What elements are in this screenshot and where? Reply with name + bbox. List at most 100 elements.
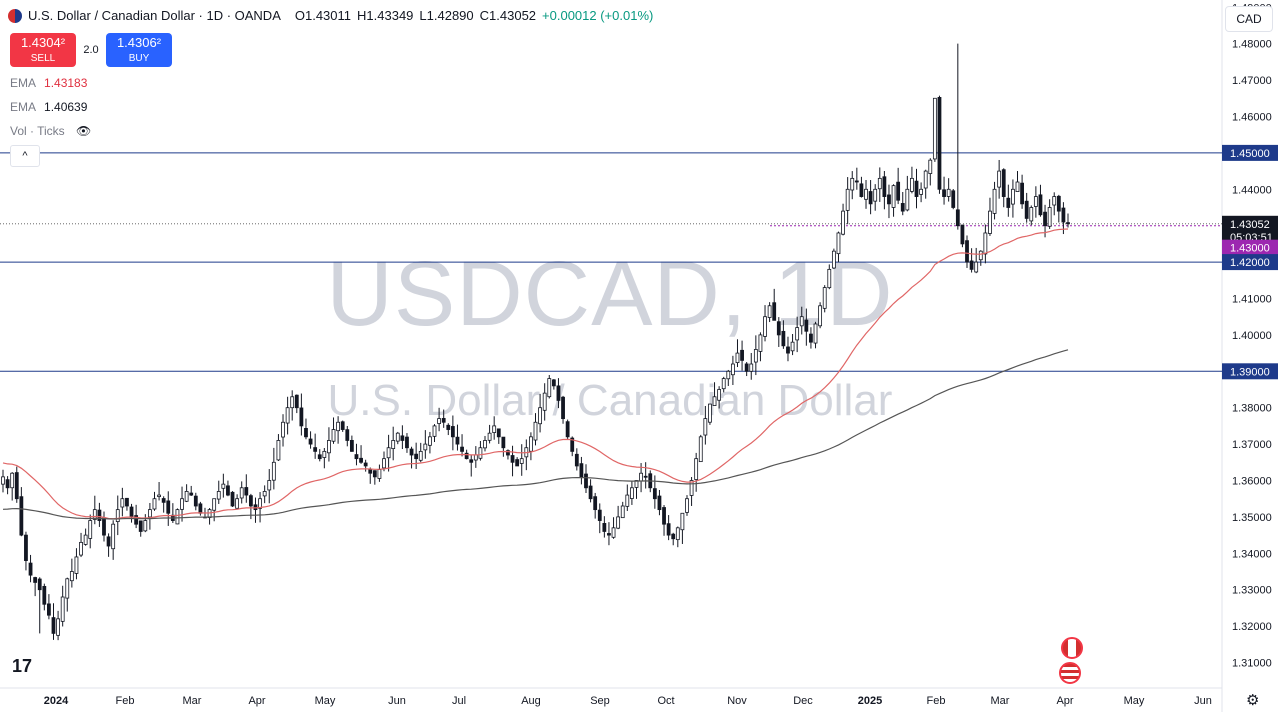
candle-body — [33, 577, 38, 583]
price-tag-hline — [1222, 254, 1278, 271]
candle-body — [965, 240, 969, 263]
candle-body — [294, 394, 299, 409]
candle-body — [345, 429, 350, 441]
candle-body — [570, 437, 575, 452]
volume-legend[interactable]: Vol · Ticks 👁︎ — [10, 124, 91, 138]
candle-body — [891, 185, 896, 208]
price-tag-label: 1.42000 — [1230, 257, 1270, 269]
candle-body — [271, 461, 276, 481]
candle-body — [836, 232, 841, 255]
us-event-icon[interactable] — [1059, 662, 1081, 684]
price-tag-hline — [1222, 363, 1278, 380]
symbol-name[interactable]: U.S. Dollar / Canadian Dollar · 1D · OAN… — [28, 8, 281, 23]
eye-hidden-icon[interactable]: 👁︎ — [76, 124, 92, 138]
candle-body — [299, 407, 304, 427]
time-tick-label: Sep — [590, 695, 610, 707]
candle-body — [708, 403, 712, 423]
candle-body — [730, 363, 735, 376]
candle-body — [221, 483, 226, 489]
candle-body — [239, 487, 244, 499]
candle-body — [919, 188, 924, 195]
candle-body — [180, 498, 184, 510]
candle-body — [887, 194, 891, 205]
candle-body — [267, 480, 272, 491]
candle-body — [896, 181, 901, 201]
candle-body — [10, 472, 15, 489]
candle-body — [496, 428, 501, 438]
candle-body — [157, 494, 161, 497]
candle-body — [997, 170, 1002, 188]
collapse-legend-button[interactable]: ^ — [10, 145, 40, 167]
ema-slow-legend[interactable]: EMA 1.40639 — [10, 100, 87, 114]
candle-body — [5, 479, 10, 489]
sell-price: 1.4304² — [20, 35, 66, 50]
candle-body — [992, 188, 997, 214]
candle-body — [515, 459, 520, 467]
candle-body — [290, 396, 295, 409]
currency-selector[interactable]: CAD — [1225, 6, 1273, 32]
candle-body — [574, 453, 579, 467]
buy-price: 1.4306² — [116, 35, 162, 50]
candle-body — [946, 188, 951, 197]
candle-body — [400, 435, 405, 441]
candle-body — [1052, 196, 1057, 206]
time-tick-label: Apr — [1056, 695, 1073, 707]
candle-body — [1011, 188, 1015, 205]
candle-body — [152, 498, 157, 510]
candle-body — [652, 488, 657, 500]
candle-body — [134, 515, 139, 525]
close-value: 1.43052 — [489, 8, 537, 23]
candle-body — [1033, 196, 1038, 207]
ema-fast-legend[interactable]: EMA 1.43183 — [10, 76, 87, 90]
candle-body — [859, 183, 864, 197]
candle-body — [937, 97, 942, 190]
candle-body — [207, 509, 212, 519]
candle-body — [804, 319, 809, 332]
tradingview-logo[interactable]: 17 — [12, 656, 33, 676]
candle-body — [120, 498, 125, 508]
candle-body — [161, 498, 166, 503]
candle-body — [106, 536, 111, 547]
time-tick-label: Jun — [1194, 695, 1212, 707]
sell-button[interactable]: 1.4304² SELL — [10, 33, 76, 67]
candle-body — [262, 491, 267, 497]
sell-label: SELL — [30, 53, 56, 64]
candle-body — [781, 330, 786, 347]
candle-body — [850, 177, 855, 191]
candle-body — [932, 97, 937, 160]
candle-body — [331, 429, 336, 442]
price-tick-label: 1.37000 — [1232, 439, 1272, 451]
candle-body — [455, 436, 460, 445]
candle-body — [88, 520, 93, 539]
ema-slow-value: 1.40639 — [44, 100, 88, 114]
watermark-subtitle: U.S. Dollar / Canadian Dollar — [327, 376, 893, 425]
candle-body — [735, 352, 740, 364]
candle-body — [565, 421, 570, 438]
candle-body — [111, 523, 116, 550]
time-tick-label: Jul — [452, 695, 466, 707]
candle-body — [336, 421, 341, 432]
candle-body — [625, 494, 630, 507]
canada-event-icon[interactable] — [1061, 637, 1083, 659]
high-value: 1.43349 — [366, 8, 414, 23]
candle-body — [414, 453, 419, 460]
candle-body — [248, 495, 253, 507]
buy-button[interactable]: 1.4306² BUY — [106, 33, 172, 67]
candle-body — [607, 533, 611, 536]
candle-body — [226, 485, 230, 496]
candle-body — [395, 432, 400, 442]
close-label: C — [479, 8, 490, 23]
candle-body — [386, 447, 391, 459]
candle-body — [19, 496, 24, 536]
candle-body — [1020, 182, 1024, 205]
candle-body — [951, 190, 956, 208]
candle-body — [790, 341, 795, 352]
price-tick-label: 1.47000 — [1232, 75, 1272, 87]
time-tick-label: May — [1124, 695, 1145, 707]
settings-gear-icon[interactable]: ⚙ — [1246, 692, 1260, 709]
candle-body — [441, 418, 446, 423]
candle-body — [983, 232, 988, 255]
candle-body — [74, 556, 79, 574]
candle-body — [584, 473, 588, 489]
